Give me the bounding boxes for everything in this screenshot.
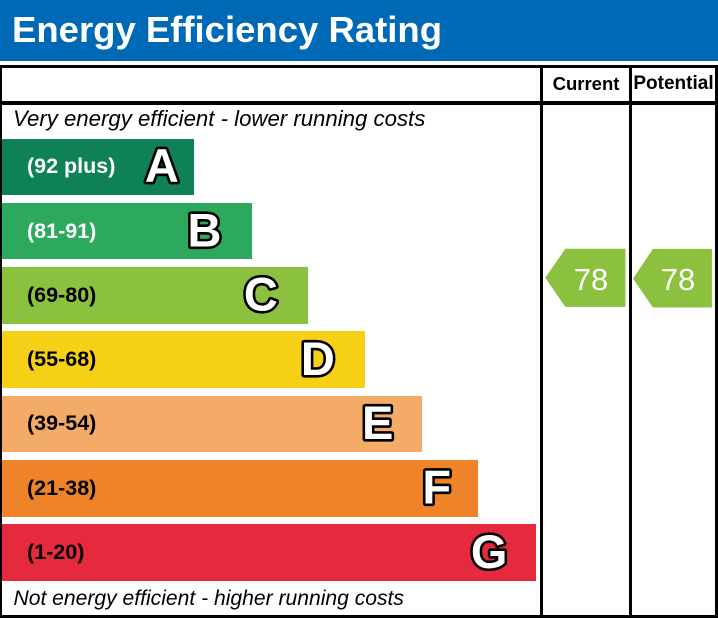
svg-text:A: A: [145, 139, 179, 192]
svg-text:G: G: [471, 525, 508, 578]
svg-text:78: 78: [661, 262, 695, 297]
svg-text:F: F: [422, 461, 451, 514]
svg-text:B: B: [188, 203, 222, 256]
svg-text:D: D: [301, 332, 335, 385]
svg-text:E: E: [362, 396, 393, 449]
svg-text:C: C: [244, 268, 278, 321]
svg-text:78: 78: [574, 262, 608, 297]
